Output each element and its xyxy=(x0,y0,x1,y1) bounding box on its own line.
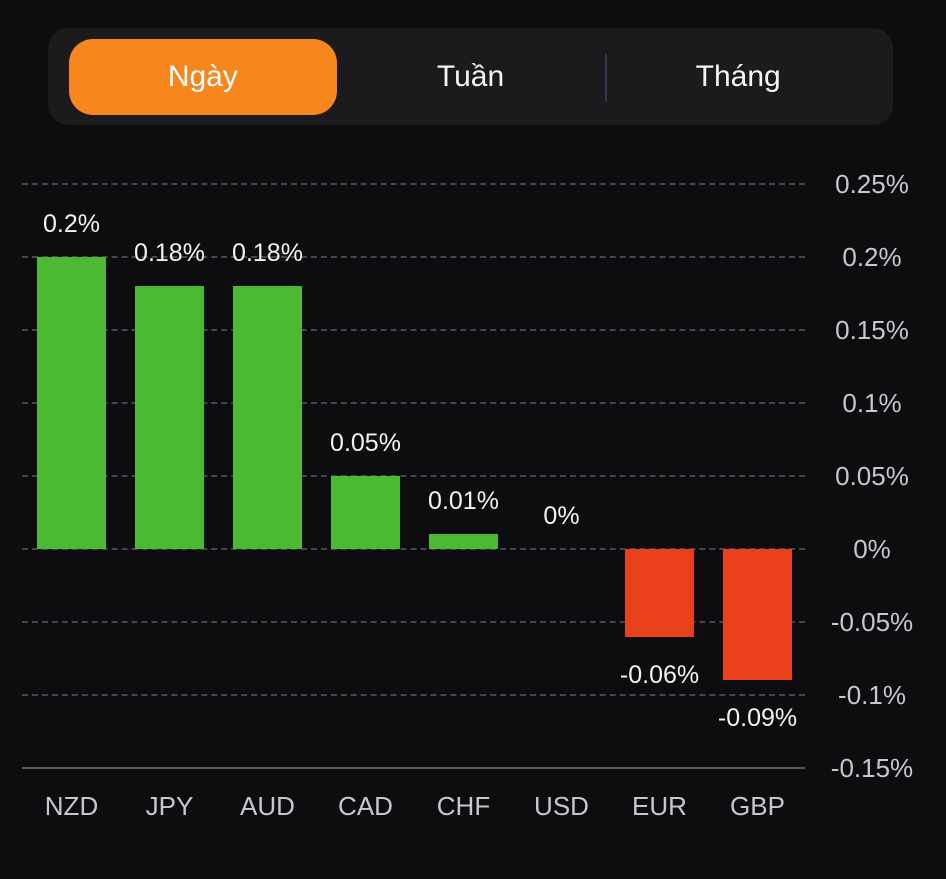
y-tick-label--0.15%: -0.15% xyxy=(830,753,914,783)
y-tick-label-0%: 0% xyxy=(853,534,891,564)
bar-JPY xyxy=(135,286,204,549)
gridline-0.05% xyxy=(22,475,805,477)
tab-month[interactable]: Tháng xyxy=(604,39,872,115)
bar-GBP xyxy=(723,549,792,681)
gridline-0% xyxy=(22,548,805,550)
bar-NZD xyxy=(37,257,106,549)
value-label-CAD: 0.05% xyxy=(330,429,401,457)
bar-CHF xyxy=(429,534,498,549)
x-axis-line xyxy=(22,767,805,769)
value-label-EUR: -0.06% xyxy=(619,660,700,689)
bar-AUD xyxy=(233,286,302,549)
y-tick-label-0.2%: 0.2% xyxy=(842,242,902,272)
tab-divider xyxy=(605,54,607,102)
x-tick-label-AUD: AUD xyxy=(240,791,295,821)
y-tick-label--0.1%: -0.1% xyxy=(838,680,906,710)
value-label-USD: 0% xyxy=(543,502,580,530)
value-label-NZD: 0.2% xyxy=(43,210,100,238)
gridline--0.05% xyxy=(22,621,805,623)
x-tick-label-USD: USD xyxy=(534,791,589,821)
bar-CAD xyxy=(331,476,400,549)
y-tick-label--0.05%: -0.05% xyxy=(830,607,914,637)
gridline--0.1% xyxy=(22,694,805,696)
gridline-0.2% xyxy=(22,256,805,258)
value-label-CHF: 0.01% xyxy=(428,487,499,516)
x-tick-label-EUR: EUR xyxy=(632,791,687,821)
gridline-0.15% xyxy=(22,329,805,331)
value-label-JPY: 0.18% xyxy=(134,239,205,268)
x-tick-label-GBP: GBP xyxy=(730,791,785,821)
y-tick-label-0.05%: 0.05% xyxy=(835,461,909,491)
value-label-AUD: 0.18% xyxy=(232,239,303,268)
x-tick-label-CHF: CHF xyxy=(436,791,491,821)
y-tick-label-0.1%: 0.1% xyxy=(842,388,902,418)
tab-day[interactable]: Ngày xyxy=(69,38,337,115)
period-tabbar: Ngày Tuần Tháng xyxy=(48,28,893,125)
x-tick-label-JPY: JPY xyxy=(145,791,194,821)
tab-week[interactable]: Tuần xyxy=(337,39,605,115)
bar-EUR xyxy=(625,549,694,637)
y-tick-label-0.25%: 0.25% xyxy=(835,169,909,199)
gridline-0.1% xyxy=(22,402,805,404)
value-label-GBP: -0.09% xyxy=(717,704,798,733)
y-tick-label-0.15%: 0.15% xyxy=(835,315,909,345)
gridline-0.25% xyxy=(22,183,805,185)
x-tick-label-CAD: CAD xyxy=(338,791,393,821)
x-tick-label-NZD: NZD xyxy=(44,791,99,821)
